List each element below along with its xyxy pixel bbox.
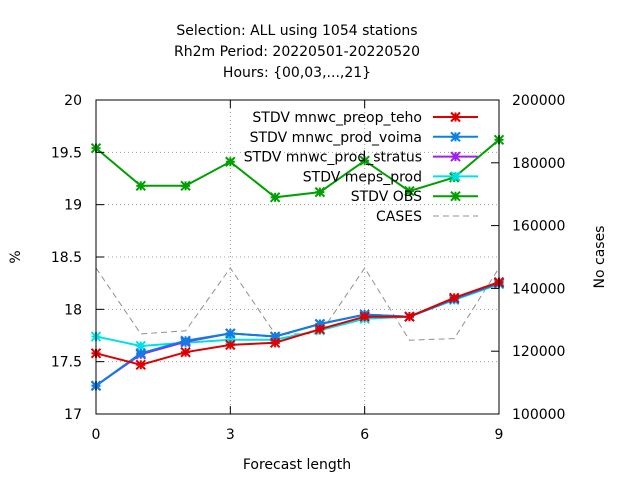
legend-label: STDV meps_prod	[303, 169, 422, 185]
legend-item-stdv-mnwc-prod-voima: STDV mnwc_prod_voima	[250, 130, 478, 146]
data-point-stdv-obs	[314, 186, 326, 198]
y2-tick-label: 140000	[512, 281, 565, 297]
x-tick-label: 3	[226, 427, 235, 443]
y-tick-label: 19	[64, 198, 82, 214]
data-point-stdv-mnwc-prod-voima	[135, 348, 146, 359]
y2-axis-label: No cases	[592, 226, 608, 289]
legend-label: STDV mnwc_prod_voima	[250, 130, 422, 146]
x-tick-label: 9	[495, 427, 504, 443]
axis-ticks: 17 17.5 18 18.5 19 19.5 20 100000 120000 140000 16…	[51, 93, 566, 443]
x-tick-label: 6	[360, 427, 369, 443]
series-line-cases	[95, 267, 500, 341]
y-tick-label: 18.5	[51, 250, 82, 266]
data-point-stdv-obs	[404, 185, 415, 197]
legend-marker	[450, 131, 461, 143]
series-area	[90, 134, 505, 391]
data-point-stdv-mnwc-preop-teho	[449, 292, 460, 304]
data-point-stdv-mnwc-preop-teho	[135, 359, 146, 371]
legend-marker	[450, 111, 461, 123]
series-line-stdv-mnwc-preop-teho	[95, 281, 500, 366]
legend-label: CASES	[376, 209, 422, 225]
data-point-stdv-mnwc-prod-voima	[225, 328, 236, 339]
data-point-stdv-obs	[269, 192, 281, 203]
chart-title-line: Hours: {00,03,...,21}	[223, 65, 371, 81]
y-tick-label: 19.5	[51, 145, 82, 161]
legend-label: STDV OBS	[351, 189, 422, 205]
data-point-stdv-obs	[359, 155, 370, 166]
y2-tick-label: 100000	[512, 407, 565, 423]
x-tick-label: 0	[92, 427, 101, 443]
y-tick-label: 18	[64, 302, 82, 318]
data-point-stdv-obs	[180, 180, 191, 192]
data-point-stdv-mnwc-preop-teho	[225, 339, 236, 351]
legend: STDV mnwc_preop_teho STDV mnwc_prod_voima…	[244, 110, 478, 225]
series-line-stdv-obs	[95, 139, 500, 199]
y2-tick-label: 180000	[512, 156, 565, 172]
series-cases	[95, 267, 500, 341]
y-tick-label: 17	[64, 407, 82, 423]
data-point-stdv-mnwc-preop-teho	[314, 324, 326, 335]
x-axis-label: Forecast length	[243, 457, 351, 473]
y2-tick-label: 120000	[512, 344, 565, 360]
legend-marker	[450, 151, 461, 162]
chart-title: Selection: ALL using 1054 stations Rh2m P…	[174, 23, 420, 81]
data-point-stdv-mnwc-preop-teho	[269, 337, 281, 349]
y2-tick-label: 200000	[512, 93, 565, 109]
legend-label: STDV mnwc_preop_teho	[252, 110, 422, 126]
legend-label: STDV mnwc_prod_stratus	[244, 150, 422, 166]
legend-item-stdv-mnwc-prod-stratus: STDV mnwc_prod_stratus	[244, 150, 478, 166]
legend-item-stdv-obs: STDV OBS	[351, 189, 478, 205]
legend-marker	[450, 190, 461, 202]
data-point-stdv-mnwc-preop-teho	[404, 311, 415, 322]
data-point-stdv-mnwc-preop-teho	[180, 347, 191, 358]
legend-item-stdv-mnwc-preop-teho: STDV mnwc_preop_teho	[252, 110, 478, 126]
data-point-stdv-mnwc-preop-teho	[359, 311, 370, 322]
grid	[96, 100, 499, 414]
y-tick-label: 17.5	[51, 355, 82, 371]
series-stdv-meps-prod	[90, 279, 505, 352]
y2-tick-label: 160000	[512, 219, 565, 235]
data-point-stdv-mnwc-prod-voima	[180, 335, 191, 346]
chart-title-line: Rh2m Period: 20220501-20220520	[174, 44, 420, 60]
y-axis-label: %	[8, 250, 24, 263]
chart-title-line: Selection: ALL using 1054 stations	[176, 23, 417, 39]
legend-marker	[450, 171, 461, 182]
legend-item-stdv-meps-prod: STDV meps_prod	[303, 169, 478, 185]
y-tick-label: 20	[64, 93, 82, 109]
data-point-stdv-obs	[225, 156, 236, 167]
series-stdv-mnwc-preop-teho	[90, 276, 505, 371]
legend-item-cases: CASES	[376, 209, 478, 225]
data-point-stdv-obs	[135, 180, 146, 192]
